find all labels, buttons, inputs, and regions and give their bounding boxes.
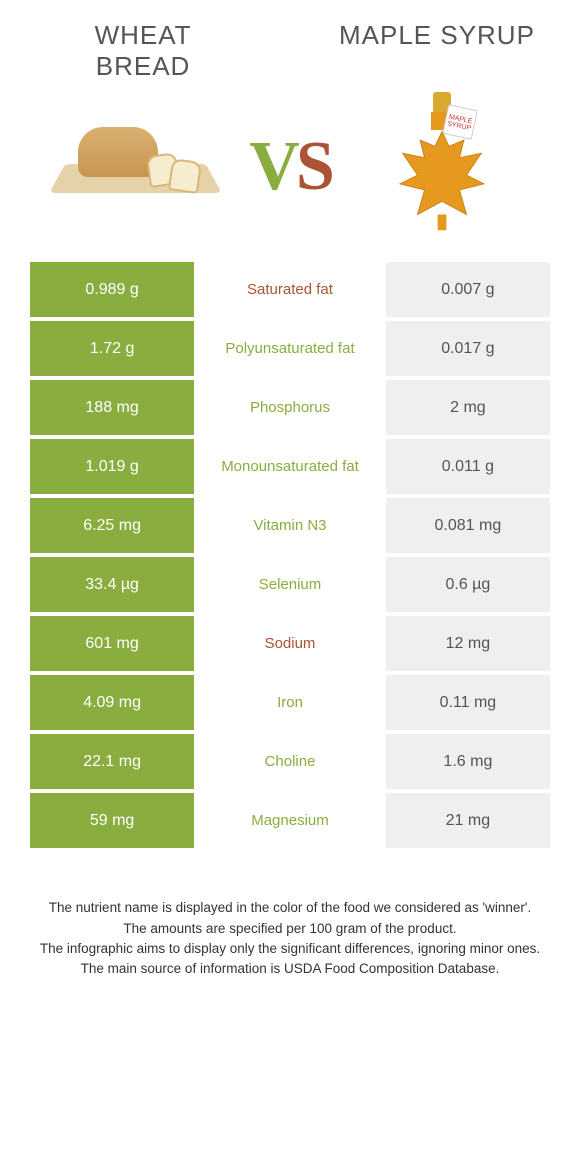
nutrient-label: Monounsaturated fat bbox=[194, 439, 386, 494]
left-title-line1: WHEAT bbox=[95, 20, 192, 50]
left-value: 1.72 g bbox=[30, 321, 194, 376]
nutrient-row: 33.4 µgSelenium0.6 µg bbox=[30, 557, 550, 612]
nutrient-label: Magnesium bbox=[194, 793, 386, 848]
images-row: VS MAPLE SYRUP bbox=[30, 92, 550, 242]
nutrient-label: Polyunsaturated fat bbox=[194, 321, 386, 376]
nutrient-label: Iron bbox=[194, 675, 386, 730]
left-value: 1.019 g bbox=[30, 439, 194, 494]
right-food-image: MAPLE SYRUP bbox=[333, 92, 550, 242]
nutrient-label: Vitamin N3 bbox=[194, 498, 386, 553]
infographic-container: WHEAT BREAD MAPLE SYRUP VS bbox=[0, 0, 580, 1009]
nutrient-row: 59 mgMagnesium21 mg bbox=[30, 793, 550, 848]
nutrient-row: 0.989 gSaturated fat0.007 g bbox=[30, 262, 550, 317]
vs-v: V bbox=[249, 128, 296, 205]
right-value: 2 mg bbox=[386, 380, 550, 435]
nutrient-label: Saturated fat bbox=[194, 262, 386, 317]
footer-line3: The infographic aims to display only the… bbox=[35, 939, 545, 959]
nutrient-label: Choline bbox=[194, 734, 386, 789]
left-value: 22.1 mg bbox=[30, 734, 194, 789]
nutrient-row: 6.25 mgVitamin N30.081 mg bbox=[30, 498, 550, 553]
right-value: 0.007 g bbox=[386, 262, 550, 317]
nutrient-table: 0.989 gSaturated fat0.007 g1.72 gPolyuns… bbox=[30, 262, 550, 848]
footer-line2: The amounts are specified per 100 gram o… bbox=[35, 919, 545, 939]
left-value: 188 mg bbox=[30, 380, 194, 435]
nutrient-label: Selenium bbox=[194, 557, 386, 612]
nutrient-row: 188 mgPhosphorus2 mg bbox=[30, 380, 550, 435]
left-value: 601 mg bbox=[30, 616, 194, 671]
footer-line1: The nutrient name is displayed in the co… bbox=[35, 898, 545, 918]
right-value: 21 mg bbox=[386, 793, 550, 848]
right-value: 0.6 µg bbox=[386, 557, 550, 612]
footer-notes: The nutrient name is displayed in the co… bbox=[30, 898, 550, 979]
right-food-title: MAPLE SYRUP bbox=[324, 20, 550, 51]
right-value: 0.011 g bbox=[386, 439, 550, 494]
right-value: 12 mg bbox=[386, 616, 550, 671]
right-value: 0.11 mg bbox=[386, 675, 550, 730]
footer-line4: The main source of information is USDA F… bbox=[35, 959, 545, 979]
left-value: 59 mg bbox=[30, 793, 194, 848]
header-row: WHEAT BREAD MAPLE SYRUP bbox=[30, 20, 550, 82]
vs-s: S bbox=[296, 128, 331, 205]
right-value: 1.6 mg bbox=[386, 734, 550, 789]
syrup-bottle-icon: MAPLE SYRUP bbox=[387, 92, 497, 242]
nutrient-label: Phosphorus bbox=[194, 380, 386, 435]
nutrient-row: 1.72 gPolyunsaturated fat0.017 g bbox=[30, 321, 550, 376]
bread-icon bbox=[58, 122, 218, 212]
left-title-line2: BREAD bbox=[96, 51, 191, 81]
nutrient-label: Sodium bbox=[194, 616, 386, 671]
left-food-image bbox=[30, 92, 247, 242]
left-value: 6.25 mg bbox=[30, 498, 194, 553]
left-value: 33.4 µg bbox=[30, 557, 194, 612]
left-value: 0.989 g bbox=[30, 262, 194, 317]
right-value: 0.017 g bbox=[386, 321, 550, 376]
left-food-title: WHEAT BREAD bbox=[30, 20, 256, 82]
left-value: 4.09 mg bbox=[30, 675, 194, 730]
nutrient-row: 1.019 gMonounsaturated fat0.011 g bbox=[30, 439, 550, 494]
nutrient-row: 601 mgSodium12 mg bbox=[30, 616, 550, 671]
nutrient-row: 22.1 mgCholine1.6 mg bbox=[30, 734, 550, 789]
right-value: 0.081 mg bbox=[386, 498, 550, 553]
nutrient-row: 4.09 mgIron0.11 mg bbox=[30, 675, 550, 730]
vs-label: VS bbox=[247, 127, 334, 207]
